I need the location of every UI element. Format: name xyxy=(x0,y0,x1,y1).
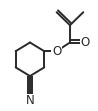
Text: O: O xyxy=(52,45,61,58)
Text: N: N xyxy=(26,94,34,107)
Text: O: O xyxy=(81,36,90,49)
